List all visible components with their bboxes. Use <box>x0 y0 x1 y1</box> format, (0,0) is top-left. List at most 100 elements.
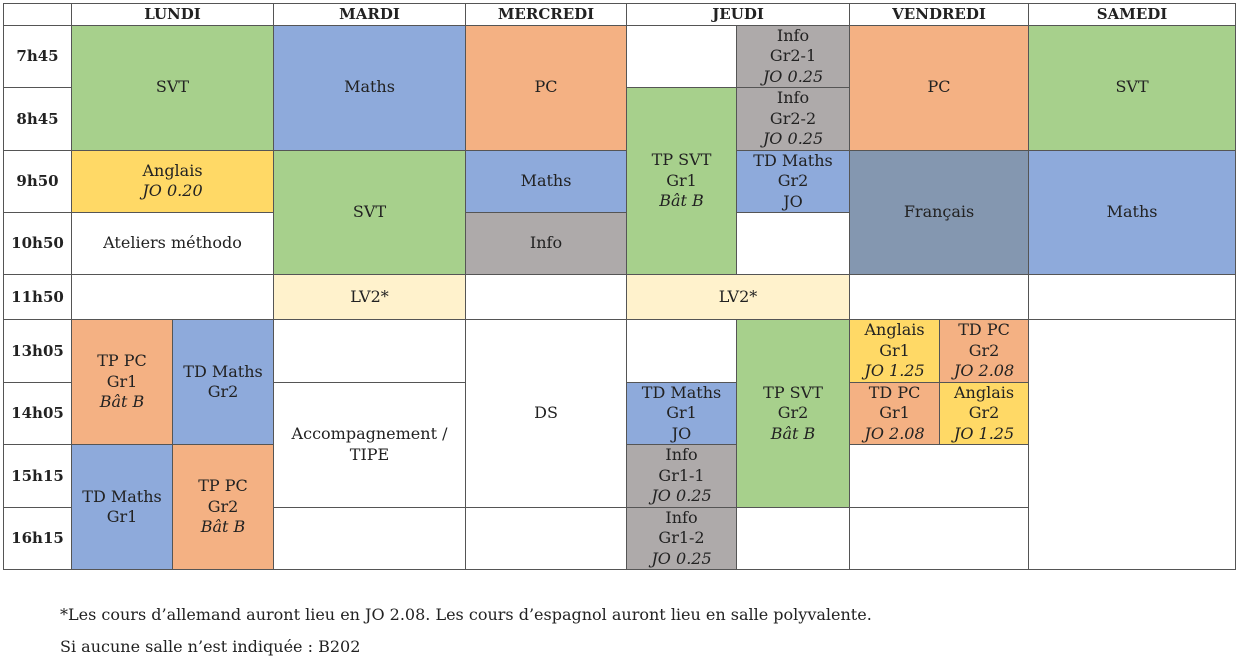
course-samedi-maths: Maths <box>1028 149 1237 275</box>
course-vendredi-anglais-gr2: Anglais Gr2 JO 1.25 <box>939 381 1030 445</box>
course-title: Anglais <box>864 320 925 339</box>
course-lundi-tp-pc-gr2: TP PC Gr2 Bât B <box>171 444 275 570</box>
time-label: 15h15 <box>3 444 72 508</box>
course-title: Info <box>776 25 810 45</box>
course-vendredi-pc: PC <box>849 24 1030 151</box>
empty-slot <box>70 274 275 320</box>
course-room: Bât B <box>200 517 246 537</box>
empty-slot <box>1028 274 1237 320</box>
course-title: Anglais <box>142 160 203 180</box>
empty-slot <box>465 274 628 320</box>
day-header-mercredi: MERCREDI <box>465 3 628 26</box>
course-title: TP PC <box>198 476 248 496</box>
day-header-mardi: MARDI <box>273 3 467 26</box>
time-label: 9h50 <box>3 149 72 213</box>
row-11h50: 11h50 LV2* LV2* <box>3 274 1237 320</box>
course-subtitle: TIPE <box>349 444 390 464</box>
empty-slot <box>849 506 1030 570</box>
course-room: Bât B <box>659 191 704 211</box>
course-group: Gr2 <box>968 403 1000 422</box>
row-9h50: 9h50 Anglais JO 0.20 SVT Maths TD Maths … <box>3 149 1237 275</box>
course-title: Accompagnement / <box>291 424 448 443</box>
course-title: TP PC <box>97 351 147 371</box>
course-lundi-anglais: Anglais JO 0.20 <box>70 149 275 213</box>
course-lundi-ateliers: Ateliers méthodo <box>70 212 275 275</box>
course-room: JO 0.25 <box>651 486 712 505</box>
row-10h50: 10h50 Ateliers méthodo Info <box>3 212 1236 275</box>
course-title: TD Maths <box>753 150 833 170</box>
day-header-samedi: SAMEDI <box>1028 3 1237 26</box>
course-lundi-tp-pc-gr1: TP PC Gr1 Bât B <box>71 319 173 445</box>
course-jeudi-info-gr1-1: Info Gr1-1 JO 0.25 <box>626 444 738 508</box>
course-group: Gr1 <box>879 340 910 360</box>
course-group: Gr2 <box>968 340 1000 360</box>
course-group: Gr1 <box>666 170 697 190</box>
course-group: Gr2 <box>207 496 239 516</box>
course-title: TD Maths <box>641 382 722 402</box>
course-title: Anglais <box>953 382 1015 402</box>
course-title: TD PC <box>958 320 1010 339</box>
footnote-languages: *Les cours d’allemand auront lieu en JO … <box>60 605 872 624</box>
course-title: TD Maths <box>183 361 263 381</box>
course-title: TP SVT <box>763 382 823 402</box>
course-room: JO 1.25 <box>953 423 1015 443</box>
course-room: JO 0.25 <box>762 66 824 86</box>
course-title: Info <box>776 88 810 107</box>
course-lundi-svt: SVT <box>70 24 275 151</box>
empty-slot <box>736 212 851 275</box>
course-samedi-svt: SVT <box>1028 24 1237 151</box>
empty-slot <box>465 506 628 570</box>
course-room: Bât B <box>99 392 145 412</box>
course-jeudi-tp-svt-gr1: TP SVT Gr1 Bât B <box>626 87 738 275</box>
time-label: 14h05 <box>3 381 72 445</box>
course-mercredi-info: Info <box>465 212 628 275</box>
course-jeudi-td-maths-gr2: TD Maths Gr2 JO <box>736 149 851 213</box>
course-mercredi-maths: Maths <box>465 149 628 213</box>
row-13h05: 13h05 TP PC Gr1 Bât B TD Maths Gr2 DS TP… <box>3 319 1237 570</box>
course-group: Gr1 <box>106 507 138 526</box>
course-room: JO 2.08 <box>864 423 925 443</box>
course-room: JO 1.25 <box>864 361 925 380</box>
row-16h15: 16h15 Info Gr1-2 JO 0.25 <box>3 506 1236 570</box>
course-room: JO <box>783 191 803 211</box>
course-room: Bât B <box>770 423 816 443</box>
time-label: 10h50 <box>3 212 72 275</box>
time-label: 8h45 <box>3 87 72 151</box>
course-room: JO 0.20 <box>142 181 203 201</box>
course-group: Gr1 <box>106 371 138 391</box>
course-lundi-td-maths-gr1: TD Maths Gr1 <box>71 444 173 570</box>
course-title: TD Maths <box>82 486 162 506</box>
empty-slot <box>849 274 1030 320</box>
header-row: LUNDI MARDI MERCREDI JEUDI VENDREDI SAME… <box>3 3 1237 26</box>
course-title: TP SVT <box>651 150 712 170</box>
course-mercredi-ds: DS <box>465 319 628 508</box>
empty-slot <box>626 24 738 88</box>
course-mardi-svt: SVT <box>273 149 467 275</box>
course-title: Info <box>665 507 698 527</box>
course-group: Gr1-2 <box>658 528 705 547</box>
course-group: Gr2 <box>207 382 239 401</box>
empty-slot <box>626 319 738 383</box>
timetable: LUNDI MARDI MERCREDI JEUDI VENDREDI SAME… <box>3 3 1237 570</box>
empty-slot <box>849 444 1030 508</box>
course-lundi-td-maths-gr2: TD Maths Gr2 <box>171 319 275 445</box>
course-vendredi-td-pc-gr2: TD PC Gr2 JO 2.08 <box>939 319 1030 383</box>
time-label: 7h45 <box>3 24 72 88</box>
course-jeudi-tp-svt-gr2: TP SVT Gr2 Bât B <box>736 319 851 508</box>
course-mardi-accompagnement-tipe: Accompagnement / TIPE <box>273 381 467 508</box>
empty-slot <box>273 506 467 570</box>
course-mardi-maths: Maths <box>273 24 467 151</box>
footnote-default-room: Si aucune salle n’est indiquée : B202 <box>60 637 361 656</box>
course-group: Gr2-1 <box>769 46 817 65</box>
course-vendredi-td-pc-gr1: TD PC Gr1 JO 2.08 <box>849 381 941 445</box>
course-jeudi-td-maths-gr1: TD Maths Gr1 JO <box>626 381 738 445</box>
course-mercredi-pc: PC <box>465 24 628 151</box>
course-room: JO <box>671 423 692 443</box>
course-mardi-lv2: LV2* <box>273 274 467 320</box>
course-jeudi-info-gr1-2: Info Gr1-2 JO 0.25 <box>626 506 738 570</box>
day-header-jeudi: JEUDI <box>626 3 851 26</box>
course-group: Gr1 <box>666 403 697 422</box>
course-group: Gr2-2 <box>769 108 817 128</box>
row-8h45: 8h45 TP SVT Gr1 Bât B Info Gr2-2 JO 0.25 <box>3 87 1236 275</box>
course-jeudi-info-gr2-1: Info Gr2-1 JO 0.25 <box>736 24 851 88</box>
